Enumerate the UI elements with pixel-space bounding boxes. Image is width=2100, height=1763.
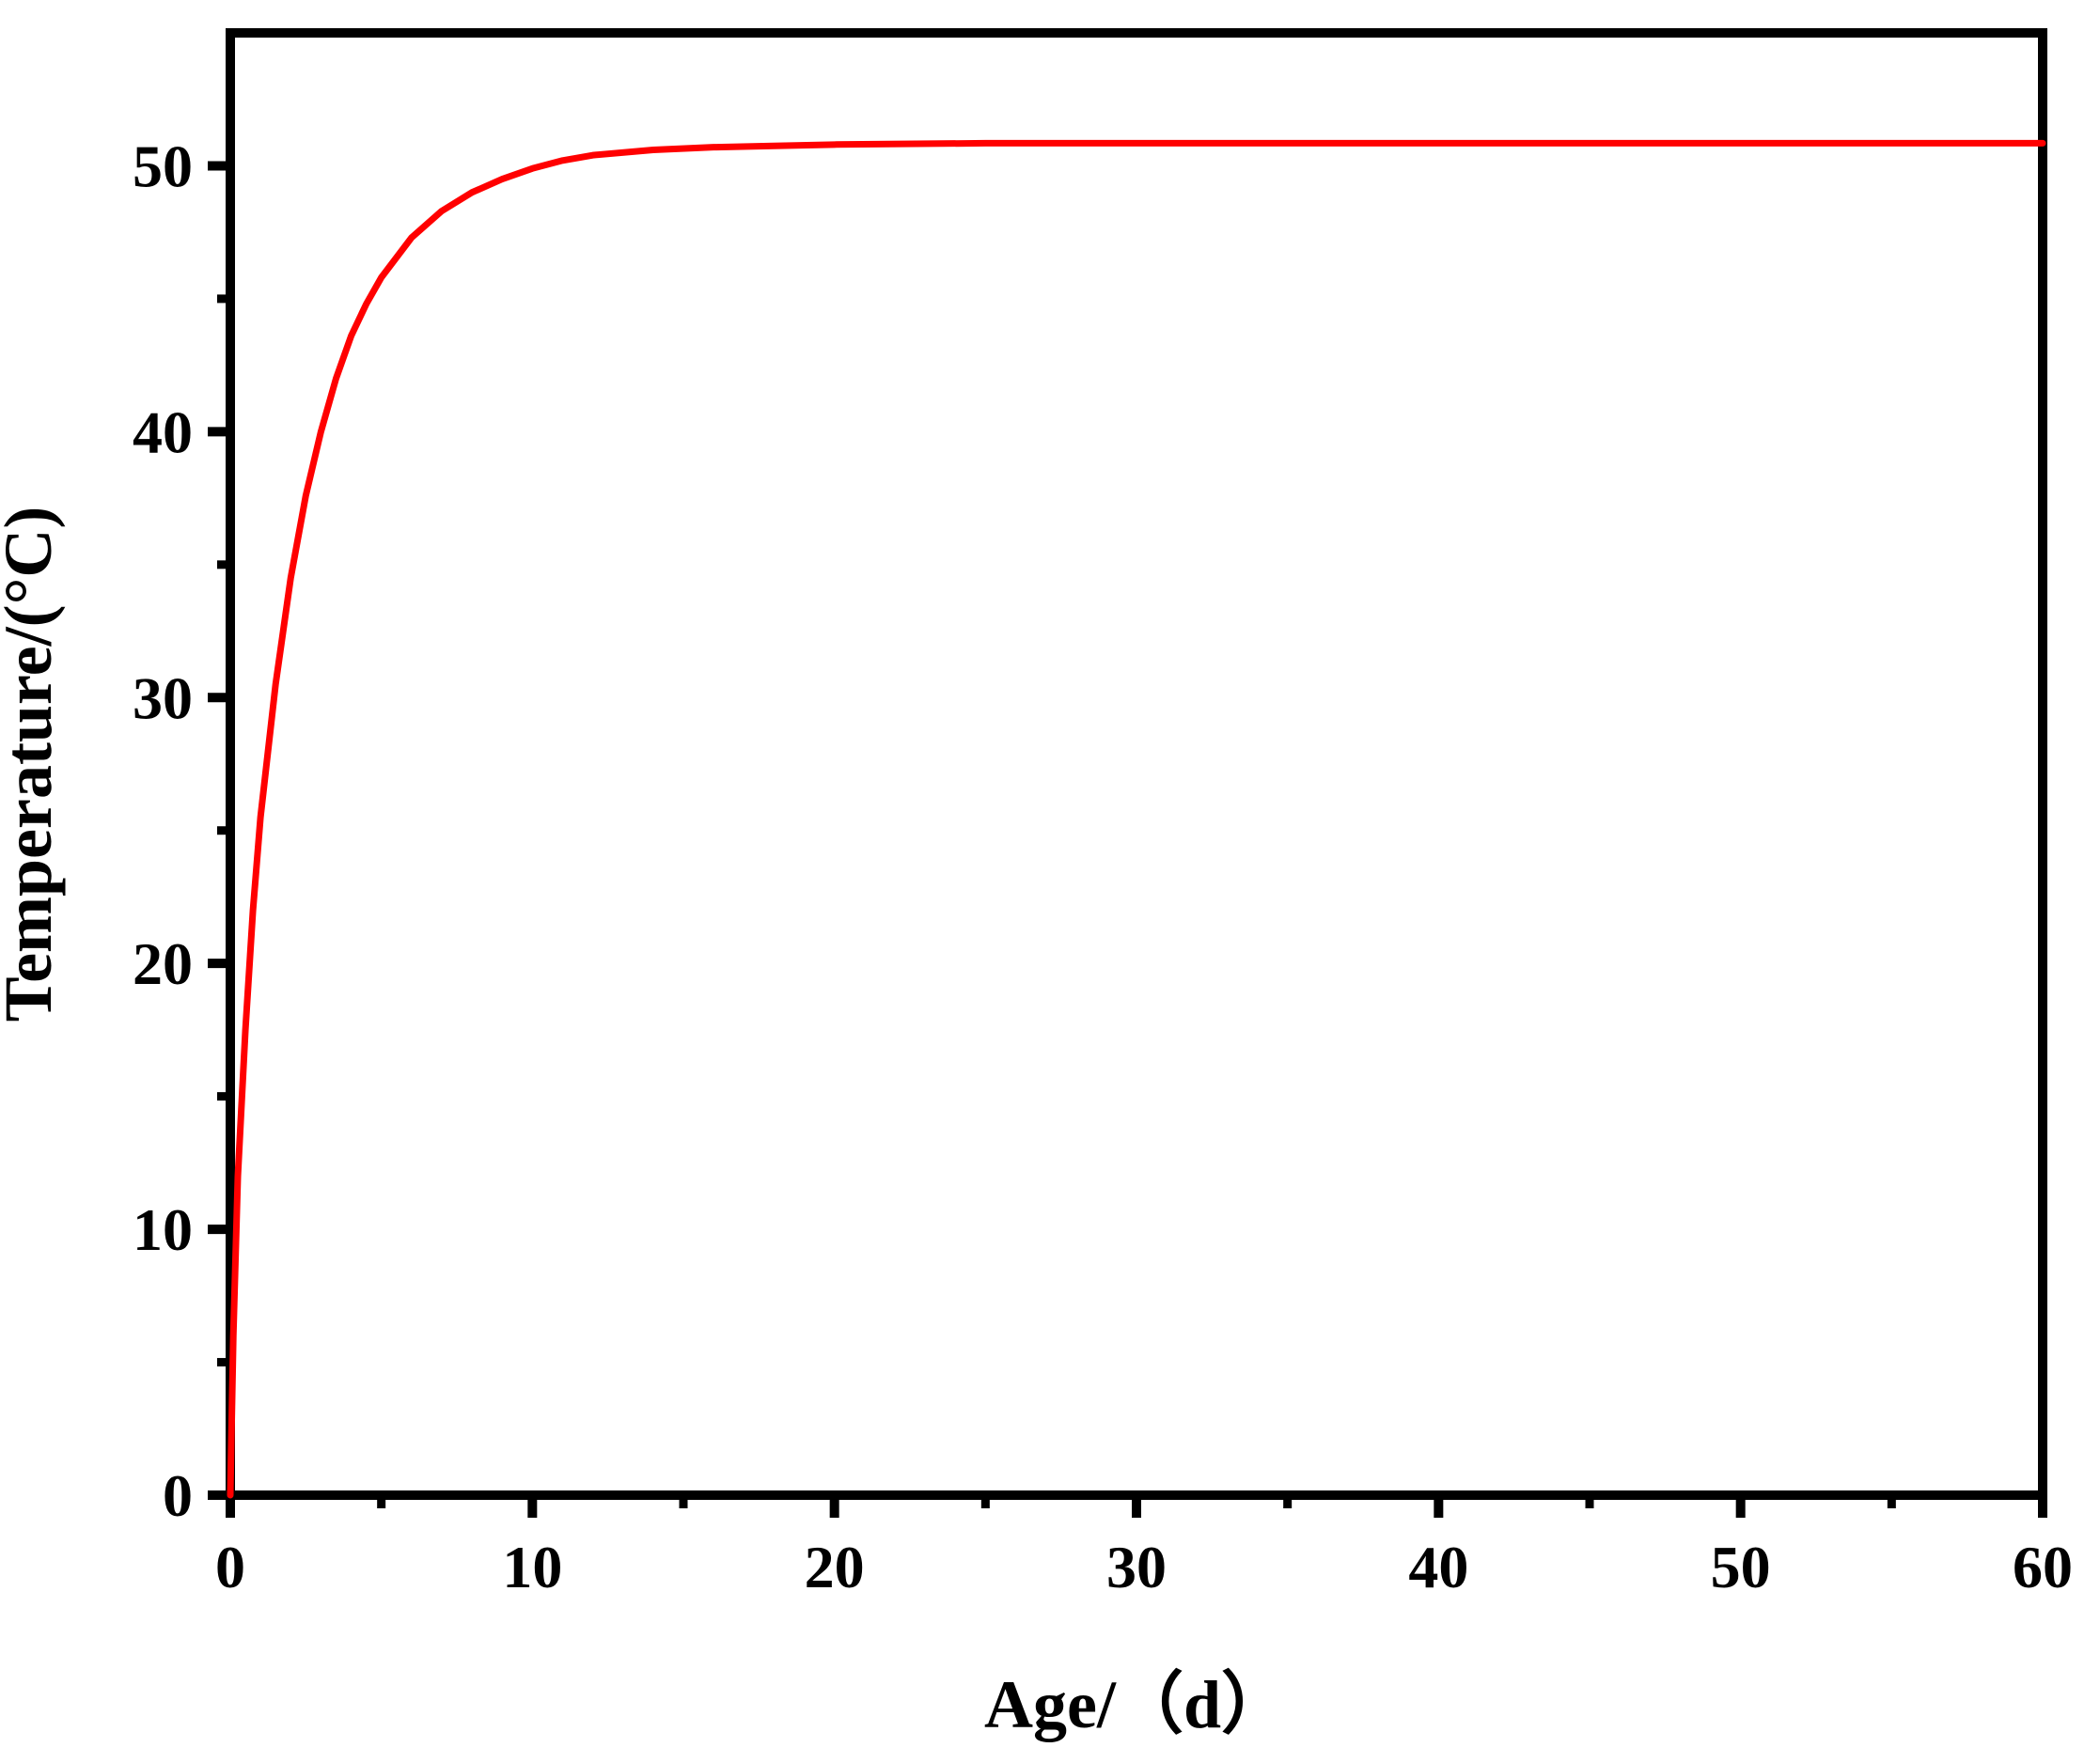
- x-axis: 0 10 20 30 40 50 60: [215, 1495, 2073, 1600]
- y-tick-label: 30: [133, 664, 193, 731]
- y-axis: 0 10 20 30 40 50: [133, 133, 230, 1529]
- x-axis-title: Age/（d）: [984, 1667, 1289, 1742]
- y-tick-label: 50: [133, 133, 193, 199]
- x-tick-label: 0: [215, 1534, 245, 1600]
- x-tick-label: 60: [2013, 1534, 2073, 1600]
- x-tick-label: 20: [805, 1534, 865, 1600]
- plot-frame: [226, 28, 2047, 1500]
- x-tick-label: 10: [502, 1534, 562, 1600]
- x-tick-label: 50: [1711, 1534, 1771, 1600]
- x-tick-label: 30: [1106, 1534, 1167, 1600]
- y-tick-label: 0: [163, 1462, 193, 1529]
- y-axis-title: Temperature/(°C): [0, 507, 66, 1022]
- y-tick-label: 10: [133, 1196, 193, 1263]
- temperature-line: [227, 139, 2046, 1499]
- plot-border: [226, 28, 2047, 1500]
- y-tick-label: 40: [133, 398, 193, 465]
- series-layer: [227, 139, 2046, 1499]
- x-tick-label: 40: [1408, 1534, 1468, 1600]
- y-tick-label: 20: [133, 930, 193, 997]
